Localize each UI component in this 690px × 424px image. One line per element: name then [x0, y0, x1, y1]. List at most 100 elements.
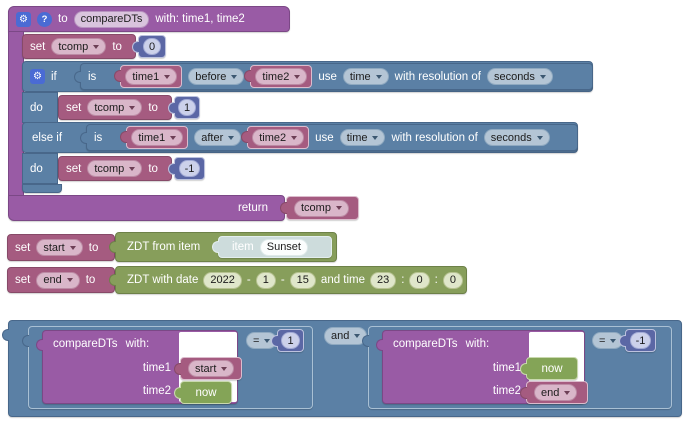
connector-tab: [520, 363, 527, 375]
comparison-operator-dropdown[interactable]: =: [592, 332, 624, 349]
day-field[interactable]: 15: [289, 271, 316, 289]
variable-dropdown-end[interactable]: end: [534, 384, 578, 401]
variable-name: time2: [262, 70, 290, 83]
datetime-compare-block[interactable]: is time1 before time2 use time with reso…: [74, 63, 593, 90]
param-time1-label: time1: [492, 361, 521, 374]
variable-dropdown-end[interactable]: end: [36, 271, 80, 289]
set-label: set: [66, 101, 82, 114]
variable-name: tcomp: [301, 202, 331, 214]
help-icon[interactable]: ?: [37, 11, 52, 27]
item-name-text: Sunset: [266, 241, 301, 253]
dropdown-arrow-icon: [129, 105, 136, 110]
dropdown-arrow-icon: [69, 245, 76, 250]
hour-text: 23: [377, 274, 390, 286]
set-variable-block[interactable]: set tcomp to: [58, 156, 172, 181]
variable-block-end[interactable]: end: [520, 381, 588, 404]
is-label: is: [94, 131, 103, 144]
set-variable-block[interactable]: set end to: [7, 267, 115, 293]
now-block[interactable]: now: [174, 381, 232, 404]
math-number-block[interactable]: 1: [271, 329, 304, 352]
zdt-with-date-block[interactable]: ZDT with date 2022 - 1 - 15 and time 23 …: [109, 266, 467, 294]
set-variable-block[interactable]: set start to: [7, 234, 115, 261]
datetime-compare-block[interactable]: is time1 after time2 use time with resol…: [80, 124, 578, 151]
resolution-dropdown[interactable]: seconds: [483, 129, 550, 146]
variable-block-tcomp[interactable]: tcomp: [280, 196, 359, 220]
math-number-block[interactable]: 1: [168, 96, 200, 119]
variable-block-time1[interactable]: time1: [114, 65, 183, 88]
number-field[interactable]: 0: [142, 38, 162, 55]
number-field[interactable]: 1: [281, 332, 300, 349]
variable-dropdown-tcomp[interactable]: tcomp: [51, 38, 107, 55]
item-name-field[interactable]: Sunset: [259, 238, 308, 256]
number-field[interactable]: -1: [629, 332, 652, 349]
set-variable-block[interactable]: set tcomp to: [58, 95, 172, 120]
math-number-block[interactable]: -1: [168, 157, 205, 180]
if-mutator-gear-icon[interactable]: ⚙: [30, 69, 45, 84]
connector-tab: [168, 102, 175, 114]
variable-block-start[interactable]: start: [174, 357, 242, 380]
connector-tab: [244, 70, 252, 82]
do-statement-spine: do: [22, 153, 58, 184]
variable-dropdown-start[interactable]: start: [36, 239, 83, 256]
dropdown-arrow-icon: [291, 135, 298, 140]
basis-text: time: [349, 70, 371, 83]
use-label: use: [318, 70, 337, 83]
basis-dropdown[interactable]: time: [342, 68, 389, 85]
variable-block-time2[interactable]: time2: [244, 65, 313, 88]
function-name-field[interactable]: compareDTs: [73, 10, 150, 28]
to-label: to: [148, 101, 158, 114]
variable-dropdown-start[interactable]: start: [188, 360, 235, 377]
set-variable-block[interactable]: set tcomp to: [22, 34, 136, 59]
connector-tab: [80, 132, 87, 144]
variable-dropdown-time2[interactable]: time2: [255, 68, 308, 85]
operator-dropdown[interactable]: before: [188, 68, 245, 85]
mutator-gear-icon[interactable]: ⚙: [16, 11, 31, 27]
operator-dropdown[interactable]: after: [194, 129, 242, 146]
time-separator: :: [401, 274, 405, 286]
number-field[interactable]: 1: [177, 99, 197, 116]
to-label: to: [112, 40, 122, 53]
variable-dropdown-time1[interactable]: time1: [131, 129, 184, 146]
variable-dropdown-tcomp[interactable]: tcomp: [87, 99, 143, 116]
variable-name: time1: [138, 131, 166, 144]
minute-text: 0: [416, 274, 423, 286]
variable-block-time1[interactable]: time1: [120, 126, 189, 149]
month-field[interactable]: 1: [255, 271, 276, 289]
basis-dropdown[interactable]: time: [339, 129, 386, 146]
set-label: set: [15, 241, 31, 254]
connector-tab: [109, 241, 116, 253]
resolution-label: with resolution of: [391, 131, 478, 144]
now-block[interactable]: now: [520, 357, 578, 380]
function-definition-header[interactable]: ⚙ ? to compareDTs with: time1, time2: [8, 6, 290, 32]
function-return-row[interactable]: return: [8, 195, 285, 221]
dropdown-arrow-icon: [264, 338, 271, 343]
item-block[interactable]: item Sunset: [212, 236, 332, 258]
variable-block-time2[interactable]: time2: [241, 126, 310, 149]
connector-tab: [74, 71, 81, 83]
zdt-with-date-label: ZDT with date: [127, 274, 199, 286]
hour-field[interactable]: 23: [370, 271, 397, 289]
do-statement-spine: do: [22, 92, 58, 123]
dropdown-arrow-icon: [375, 74, 382, 79]
number-text: -1: [184, 162, 195, 175]
to-label: to: [58, 13, 68, 25]
year-field[interactable]: 2022: [203, 271, 242, 289]
number-field[interactable]: -1: [178, 160, 201, 177]
do-label: do: [30, 101, 43, 114]
connector-tab: [619, 335, 626, 347]
dropdown-arrow-icon: [536, 135, 543, 140]
minute-field[interactable]: 0: [409, 271, 430, 289]
call-name-label: compareDTs: [393, 337, 458, 350]
second-field[interactable]: 0: [442, 271, 463, 289]
variable-dropdown-tcomp[interactable]: tcomp: [87, 160, 143, 177]
math-number-block[interactable]: -1: [619, 329, 656, 352]
variable-dropdown-time2[interactable]: time2: [252, 129, 305, 146]
resolution-dropdown[interactable]: seconds: [486, 68, 553, 85]
operator-text: =: [599, 334, 606, 347]
math-number-block[interactable]: 0: [132, 35, 166, 58]
variable-dropdown-tcomp[interactable]: tcomp: [294, 199, 349, 217]
connector-tab: [132, 41, 139, 53]
logic-and-dropdown[interactable]: and: [324, 327, 368, 345]
variable-dropdown-time1[interactable]: time1: [125, 68, 178, 85]
